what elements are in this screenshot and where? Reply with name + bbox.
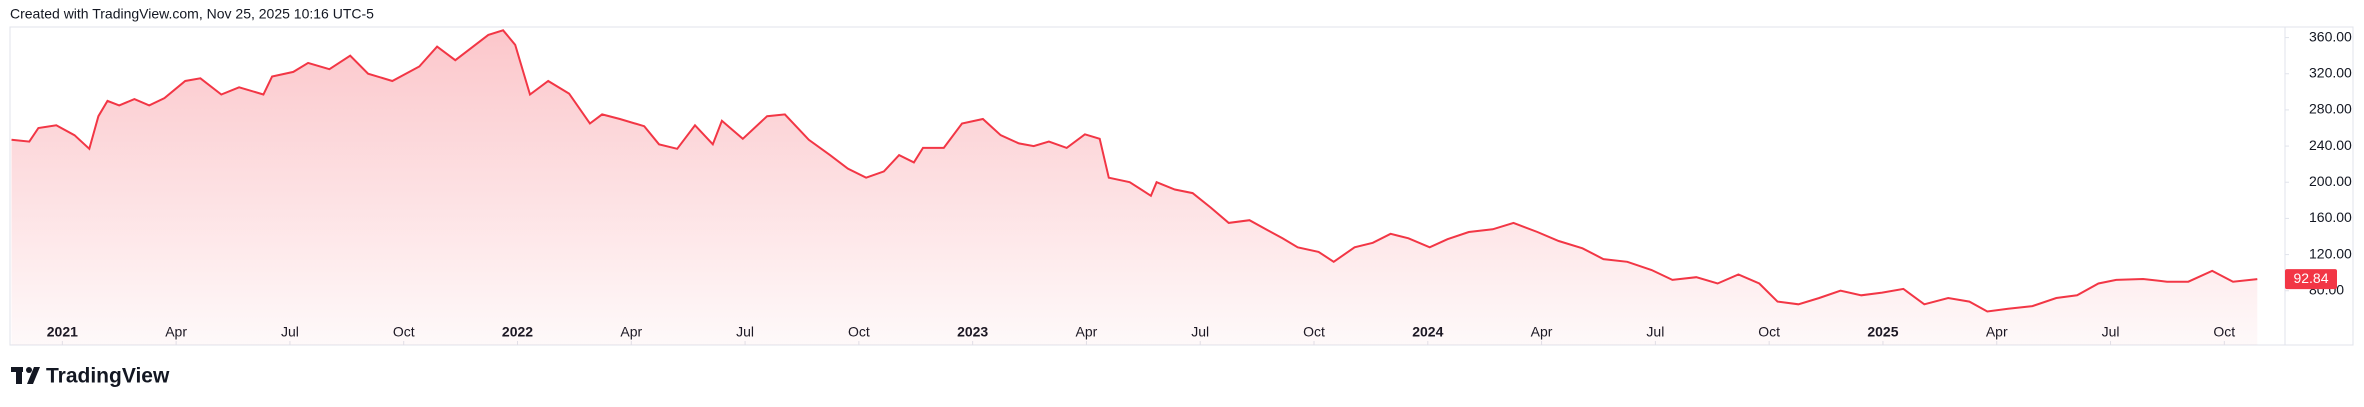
y-tick-label: 120.00	[2309, 245, 2352, 261]
y-tick-label: 200.00	[2309, 173, 2352, 189]
y-tick-label: 240.00	[2309, 137, 2352, 153]
y-tick-label: 320.00	[2309, 64, 2352, 80]
y-tick-label: 160.00	[2309, 209, 2352, 225]
y-tick-label: 360.00	[2309, 28, 2352, 44]
price-line	[11, 29, 2258, 313]
brand: TradingView	[46, 365, 170, 388]
header-text: Created with TradingView.com, Nov 25, 20…	[10, 6, 374, 22]
y-tick-label: 280.00	[2309, 101, 2352, 117]
area-fill	[11, 30, 2258, 346]
last-price-tag	[2285, 269, 2337, 290]
logo	[11, 367, 40, 384]
last-price-label: 92.84	[2293, 270, 2328, 286]
